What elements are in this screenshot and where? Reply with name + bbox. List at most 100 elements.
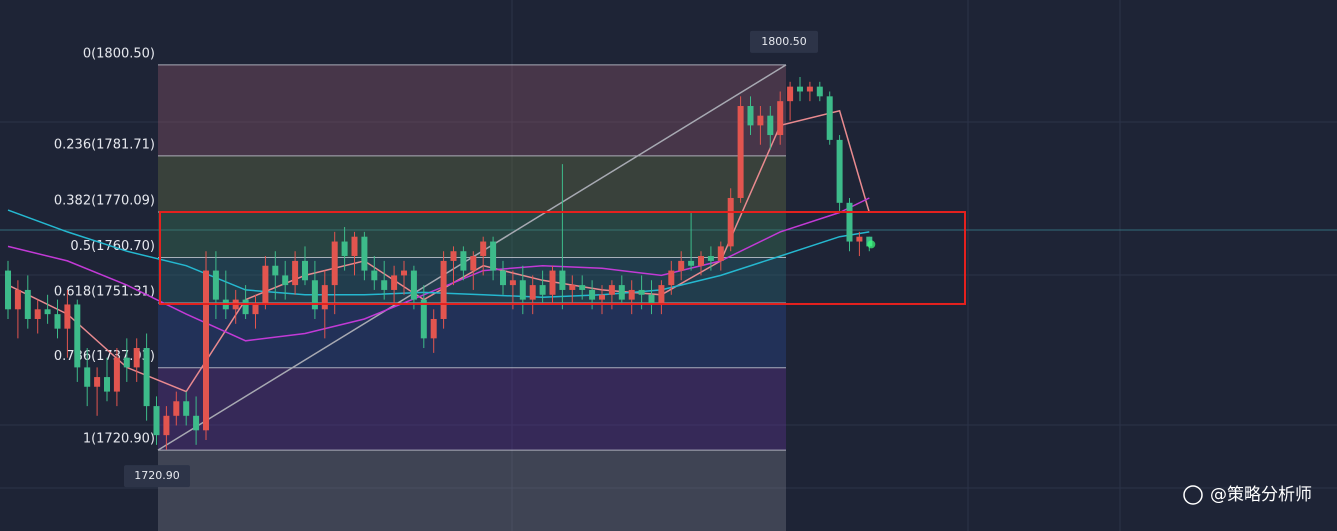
candle-body	[608, 285, 615, 295]
fib-level-label: 0(1800.50)	[83, 46, 155, 61]
fib-level-label: 0.236(1781.71)	[54, 137, 155, 152]
candle-body	[351, 236, 358, 257]
candle-body	[94, 377, 101, 387]
candle-body	[599, 294, 605, 300]
candle-body	[341, 241, 348, 257]
candle-body	[628, 289, 635, 300]
candle-body	[321, 285, 328, 310]
candle-body	[391, 275, 398, 290]
candle-body	[44, 309, 51, 315]
candle-body	[806, 86, 813, 92]
candle-body	[282, 275, 289, 286]
candle-body	[826, 96, 833, 140]
candle-body	[212, 270, 219, 300]
candle-body	[757, 115, 764, 126]
candle-body	[707, 256, 714, 261]
candle-body	[539, 285, 546, 295]
fib-level-label: 0.786(1737.93)	[54, 349, 155, 364]
candle-body	[767, 115, 774, 136]
candle-body	[480, 241, 487, 257]
candle-body	[569, 285, 576, 290]
live-dot	[867, 240, 876, 249]
candle-body	[123, 357, 130, 368]
candle-body	[688, 260, 695, 266]
candle-body	[104, 377, 110, 392]
fib-level-label: 0.382(1770.09)	[54, 194, 155, 209]
highlight-box	[159, 211, 966, 305]
low-price-tag: 1720.90	[134, 469, 180, 482]
candle-body	[777, 101, 784, 136]
candle-body	[74, 304, 81, 368]
candle-body	[193, 415, 200, 431]
candle-body	[846, 202, 853, 242]
candle-body	[698, 256, 704, 266]
candle-body	[14, 289, 21, 310]
candle-body	[331, 241, 338, 286]
overlay: 1800.50 1720.90	[124, 30, 966, 488]
candle-body	[797, 86, 803, 92]
candle-body	[401, 270, 407, 276]
candle-body	[64, 304, 71, 329]
candle-body	[500, 270, 506, 286]
fib-band	[158, 155, 786, 213]
moving-average	[7, 209, 870, 298]
candle-body	[747, 106, 754, 126]
candle-body	[717, 246, 724, 261]
candle-body	[153, 406, 160, 436]
candle-body	[183, 401, 190, 416]
candle-body	[589, 289, 596, 300]
fib-level-label: 1(1720.90)	[83, 432, 155, 447]
fib-band	[158, 64, 786, 156]
candle-body	[579, 285, 586, 290]
candle-body	[678, 260, 685, 271]
candle-body	[648, 294, 655, 305]
candle-body	[856, 236, 863, 242]
candle-body	[737, 106, 744, 198]
candle-body	[816, 86, 823, 97]
candle-body	[5, 270, 11, 310]
candle-body	[242, 299, 249, 315]
candle-body	[34, 309, 41, 319]
candle-body	[509, 280, 516, 286]
candle-body	[638, 289, 645, 295]
candle-body	[84, 367, 91, 387]
candle-body	[252, 304, 259, 315]
candle-body	[668, 270, 675, 286]
candle-body	[440, 260, 447, 319]
candle-body	[430, 318, 437, 339]
candle-body	[203, 270, 209, 431]
watermark: @策略分析师	[1210, 485, 1312, 505]
candle-body	[450, 251, 457, 261]
high-price-tag: 1800.50	[761, 35, 807, 48]
candle-body	[311, 280, 318, 310]
candle-body	[173, 401, 180, 416]
fib-band	[158, 367, 786, 451]
price-tag-box	[750, 30, 818, 53]
candles	[5, 76, 873, 450]
candle-body	[292, 260, 299, 286]
candle-body	[549, 270, 556, 295]
candle-body	[460, 251, 467, 271]
candle-body	[519, 280, 526, 300]
candle-body	[836, 139, 843, 203]
candle-body	[787, 86, 794, 102]
fib-band	[158, 450, 786, 531]
candle-body	[272, 265, 279, 276]
candle-body	[143, 348, 150, 407]
candle-body	[529, 285, 536, 300]
fib-band	[158, 212, 786, 258]
candle-body	[470, 256, 477, 271]
candle-body	[302, 260, 308, 281]
candle-body	[361, 236, 368, 271]
price-tag-box	[124, 465, 190, 488]
candle-body	[559, 270, 566, 290]
watermark-group: @策略分析师	[1183, 485, 1312, 505]
candle-body	[618, 285, 625, 300]
candle-body	[113, 357, 120, 392]
fib-band	[158, 302, 786, 368]
fib-level-label: 0.618(1751.31)	[54, 284, 155, 299]
candle-body	[163, 415, 170, 436]
candle-body	[262, 265, 269, 305]
